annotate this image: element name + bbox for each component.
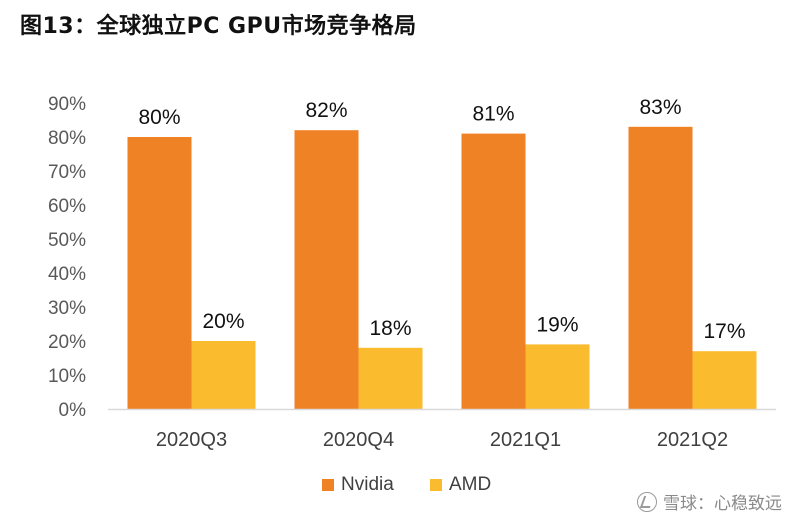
- y-axis: 0% 10% 20% 30% 40% 50% 60% 70% 80% 90%: [48, 94, 86, 421]
- y-tick-label: 50%: [48, 230, 86, 251]
- legend-swatch-nvidia: [322, 479, 334, 491]
- bar-nvidia-2020q3: [127, 137, 192, 409]
- legend-swatch-amd: [430, 479, 442, 491]
- y-tick-label: 10%: [48, 366, 86, 387]
- x-tick-label: 2020Q3: [156, 429, 227, 451]
- bar-amd-2021q2: [692, 351, 757, 409]
- bar-nvidia-2020q4: [294, 130, 359, 409]
- y-tick-label: 40%: [48, 264, 86, 285]
- bar-nvidia-2021q2: [628, 126, 693, 410]
- watermark: 雪球：心稳致远: [637, 489, 782, 514]
- bar-amd-2021q1: [525, 344, 590, 409]
- bar-amd-2020q4: [358, 347, 423, 409]
- xueqiu-logo-icon: [637, 492, 657, 512]
- x-tick-label: 2020Q4: [323, 429, 394, 451]
- y-tick-label: 30%: [48, 298, 86, 319]
- bars: [127, 126, 757, 410]
- y-tick-label: 80%: [48, 128, 86, 149]
- data-label-nvidia: 83%: [639, 96, 681, 119]
- watermark-text: 雪球：心稳致远: [663, 494, 782, 514]
- bar-nvidia-2021q1: [461, 133, 526, 409]
- y-tick-label: 0%: [59, 400, 87, 421]
- y-tick-label: 70%: [48, 162, 86, 183]
- y-tick-label: 60%: [48, 196, 86, 217]
- chart-title: 图13：全球独立PC GPU市场竞争格局: [20, 14, 417, 39]
- data-labels: 80% 20% 82% 18% 81% 19% 83% 17%: [138, 96, 745, 343]
- legend: Nvidia AMD: [322, 474, 491, 495]
- x-tick-label: 2021Q2: [657, 429, 728, 451]
- data-label-nvidia: 81%: [472, 103, 514, 126]
- x-axis: 2020Q3 2020Q4 2021Q1 2021Q2: [156, 429, 728, 451]
- data-label-amd: 19%: [536, 313, 578, 336]
- bar-amd-2020q3: [191, 341, 256, 409]
- y-tick-label: 20%: [48, 332, 86, 353]
- data-label-nvidia: 82%: [305, 99, 347, 122]
- data-label-nvidia: 80%: [138, 106, 180, 129]
- data-label-amd: 20%: [202, 310, 244, 333]
- data-label-amd: 17%: [703, 320, 745, 343]
- x-tick-label: 2021Q1: [490, 429, 561, 451]
- legend-label-amd: AMD: [449, 474, 491, 495]
- data-label-amd: 18%: [369, 317, 411, 340]
- legend-label-nvidia: Nvidia: [341, 474, 394, 495]
- y-tick-label: 90%: [48, 94, 86, 115]
